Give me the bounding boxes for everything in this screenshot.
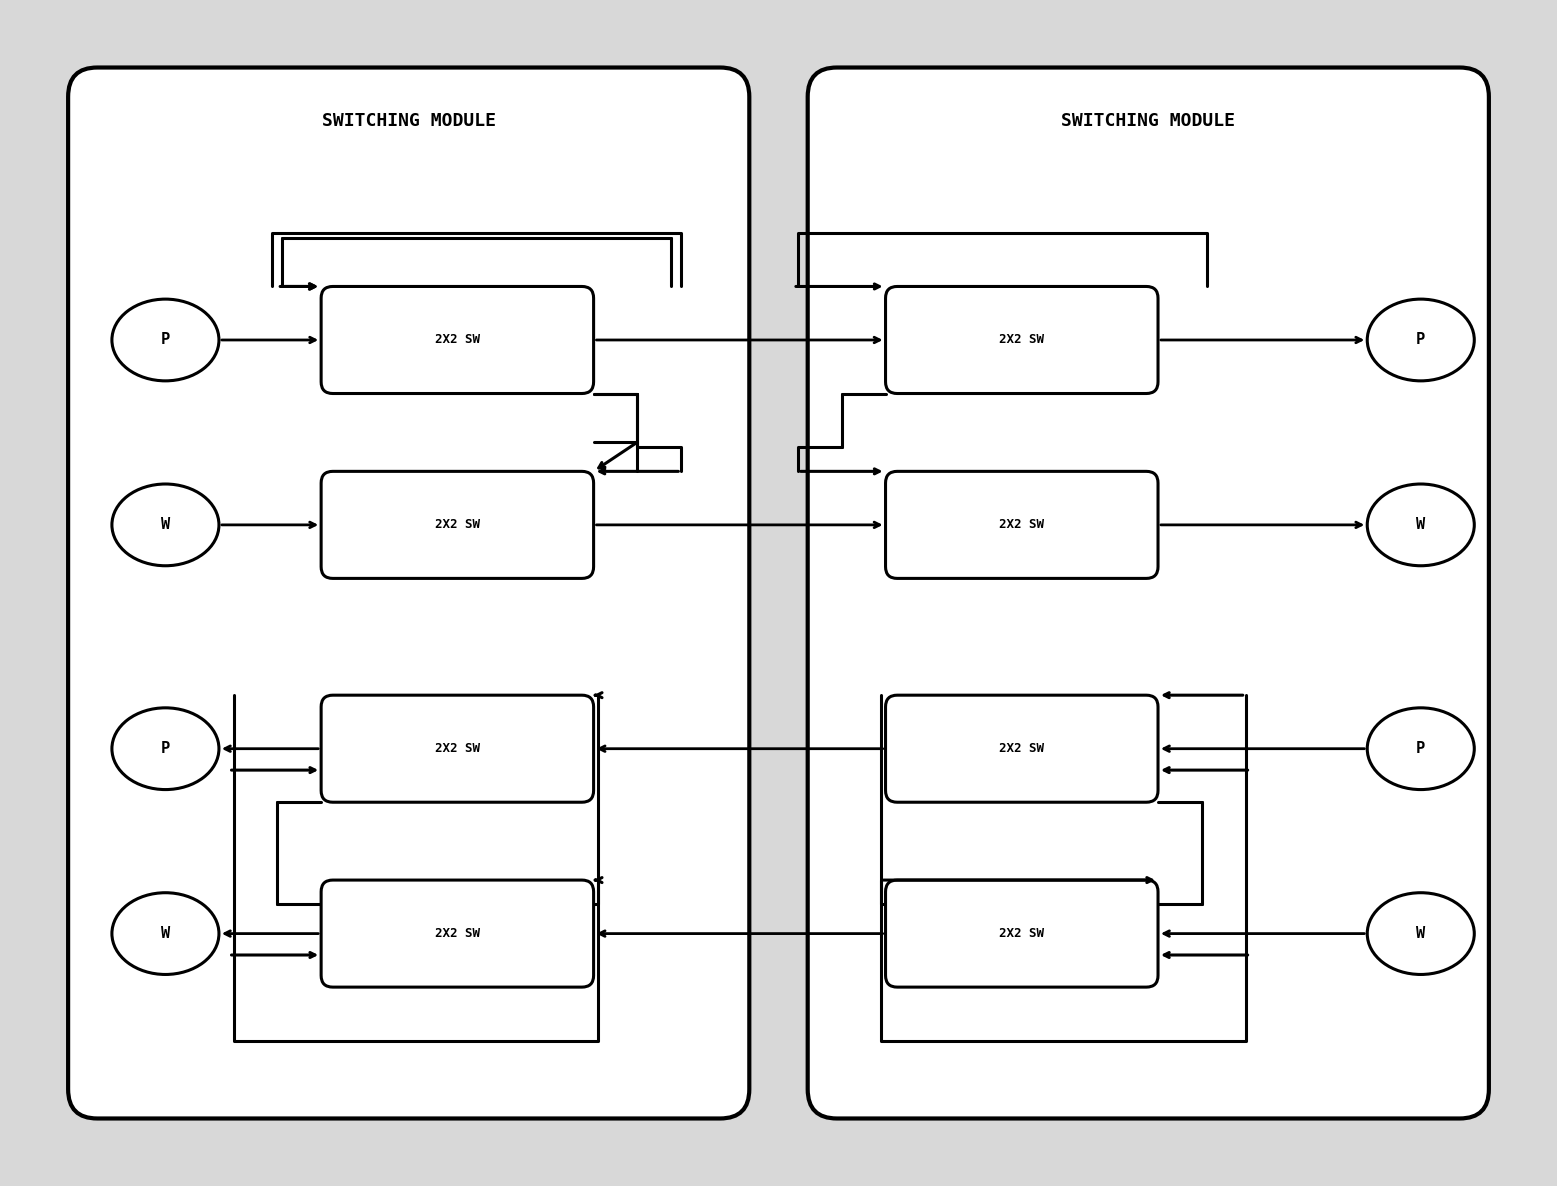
Text: W: W: [1417, 517, 1425, 533]
FancyBboxPatch shape: [886, 287, 1158, 394]
FancyBboxPatch shape: [886, 880, 1158, 987]
FancyBboxPatch shape: [808, 68, 1488, 1118]
Text: P: P: [160, 332, 170, 347]
Text: P: P: [1417, 332, 1425, 347]
Ellipse shape: [1367, 893, 1474, 975]
Ellipse shape: [112, 708, 220, 790]
FancyBboxPatch shape: [321, 471, 593, 579]
Text: 2X2 SW: 2X2 SW: [434, 927, 480, 940]
Ellipse shape: [112, 484, 220, 566]
Text: P: P: [1417, 741, 1425, 757]
Text: 2X2 SW: 2X2 SW: [1000, 927, 1045, 940]
FancyBboxPatch shape: [321, 880, 593, 987]
Ellipse shape: [1367, 708, 1474, 790]
Text: P: P: [160, 741, 170, 757]
Text: W: W: [160, 517, 170, 533]
Text: 2X2 SW: 2X2 SW: [434, 742, 480, 755]
Text: 2X2 SW: 2X2 SW: [1000, 518, 1045, 531]
Text: W: W: [1417, 926, 1425, 942]
FancyBboxPatch shape: [886, 471, 1158, 579]
Ellipse shape: [112, 893, 220, 975]
Text: 2X2 SW: 2X2 SW: [434, 333, 480, 346]
FancyBboxPatch shape: [69, 68, 749, 1118]
Text: 2X2 SW: 2X2 SW: [1000, 333, 1045, 346]
Text: 2X2 SW: 2X2 SW: [1000, 742, 1045, 755]
FancyBboxPatch shape: [321, 695, 593, 802]
FancyBboxPatch shape: [886, 695, 1158, 802]
Text: SWITCHING MODULE: SWITCHING MODULE: [1062, 111, 1235, 130]
FancyBboxPatch shape: [321, 287, 593, 394]
Text: 2X2 SW: 2X2 SW: [434, 518, 480, 531]
Ellipse shape: [1367, 299, 1474, 381]
Text: SWITCHING MODULE: SWITCHING MODULE: [322, 111, 495, 130]
Ellipse shape: [112, 299, 220, 381]
Text: W: W: [160, 926, 170, 942]
Ellipse shape: [1367, 484, 1474, 566]
